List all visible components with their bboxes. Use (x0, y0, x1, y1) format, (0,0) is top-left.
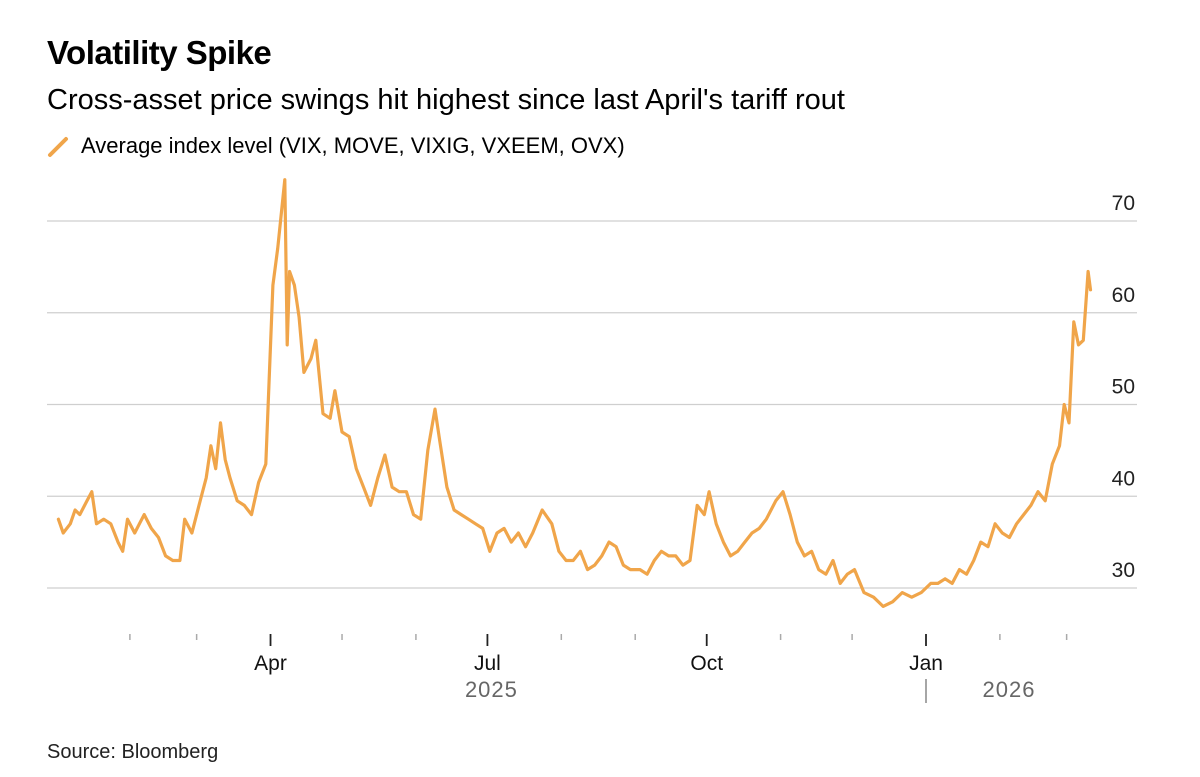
source-note: Source: Bloomberg (47, 741, 219, 763)
y-tick-label-60: 60 (1112, 284, 1135, 307)
grid-lines (47, 220, 1137, 589)
y-tick-label-40: 40 (1112, 467, 1135, 490)
legend: Average index level (VIX, MOVE, VIXIG, V… (47, 133, 625, 159)
x-tick-label-oct: Oct (690, 652, 723, 675)
chart-title: Volatility Spike (47, 34, 272, 71)
year-label-2025: 2025 (465, 677, 518, 702)
legend-swatch-line (48, 137, 68, 157)
series-layer (56, 178, 1093, 608)
y-axis-labels: 30 40 50 60 70 (1112, 192, 1135, 582)
x-tick-label-jul: Jul (474, 652, 501, 675)
legend-line-icon (48, 137, 68, 157)
legend-label: Average index level (VIX, MOVE, VIXIG, V… (81, 133, 625, 158)
y-tick-label-30: 30 (1112, 559, 1135, 582)
x-tick-label-apr: Apr (254, 652, 287, 675)
series-line-0 (56, 178, 1093, 608)
x-axis: Apr Jul Oct Jan 2025 2026 (129, 634, 1068, 703)
chart-subtitle: Cross-asset price swings hit highest sin… (47, 84, 845, 116)
y-tick-label-50: 50 (1112, 376, 1135, 399)
y-tick-label-70: 70 (1112, 192, 1135, 215)
x-tick-label-jan: Jan (909, 652, 943, 675)
year-label-2026: 2026 (983, 677, 1036, 702)
